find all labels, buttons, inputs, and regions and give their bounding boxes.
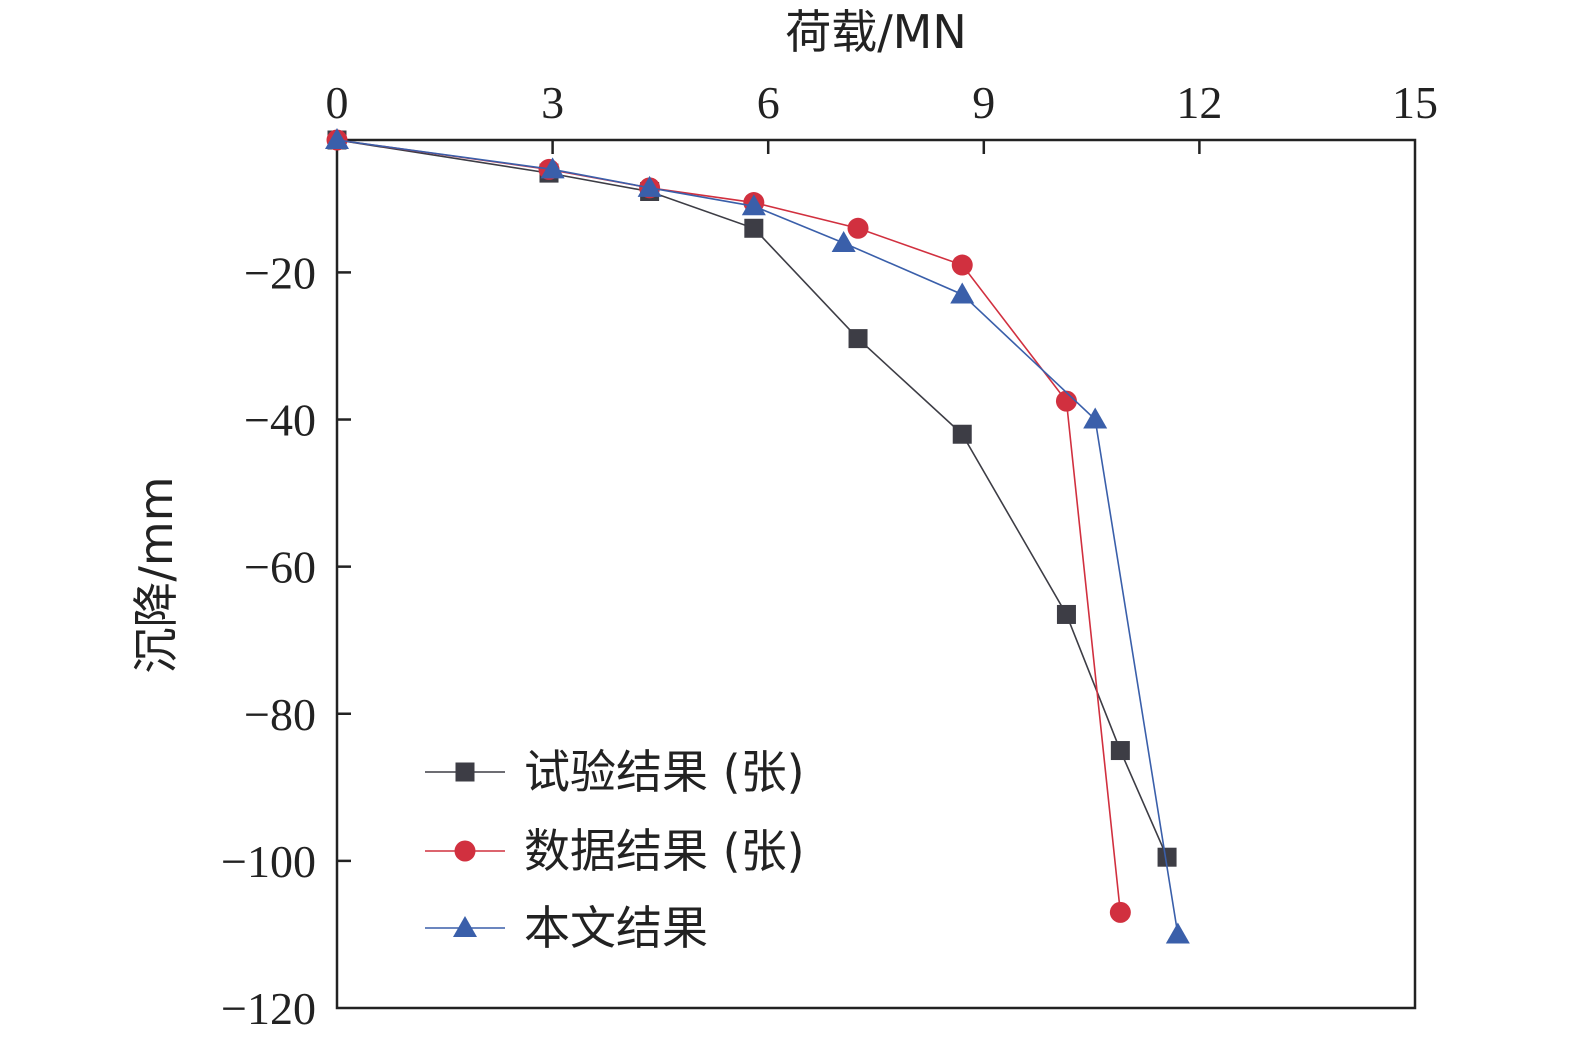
- series-layer: [325, 128, 1190, 944]
- x-tick-label: 12: [1176, 77, 1222, 128]
- plot-frame: [335, 138, 1417, 1010]
- legend-marker-square: [455, 762, 475, 782]
- x-tick-label: 3: [541, 77, 564, 128]
- y-axis-ticks: −20 −40 −60 −80 −100 −120: [221, 247, 351, 1034]
- y-tick-label: −100: [221, 836, 316, 887]
- y-tick-label: −40: [244, 395, 316, 446]
- legend: 试验结果 (张) 数据结果 (张) 本文结果: [425, 745, 805, 955]
- data-point-circle: [951, 254, 973, 276]
- data-point-triangle: [637, 175, 662, 197]
- legend-label: 数据结果 (张): [524, 824, 805, 878]
- legend-item: 试验结果 (张): [425, 745, 805, 799]
- data-point-triangle: [741, 194, 766, 216]
- y-tick-label: −20: [244, 247, 316, 298]
- data-point-square: [1157, 847, 1177, 867]
- x-axis-title: 荷载/MN: [785, 5, 967, 59]
- series-line: [336, 139, 1179, 935]
- data-point-triangle: [950, 282, 975, 304]
- data-point-triangle: [1165, 922, 1190, 944]
- y-axis-title: 沉降/mm: [129, 476, 183, 673]
- data-point-square: [848, 329, 868, 349]
- data-point-square: [1110, 741, 1130, 761]
- data-point-square: [744, 218, 764, 238]
- legend-label: 本文结果: [524, 901, 708, 955]
- x-tick-label: 9: [972, 77, 995, 128]
- data-point-square: [952, 424, 972, 444]
- legend-item: 本文结果: [425, 901, 708, 955]
- x-tick-label: 0: [326, 77, 349, 128]
- y-tick-label: −80: [244, 689, 316, 740]
- x-tick-label: 6: [757, 77, 780, 128]
- legend-marker-triangle: [453, 916, 477, 937]
- data-point-circle: [1055, 390, 1077, 412]
- x-axis-ticks: 0 3 6 9 12 15: [326, 77, 1438, 154]
- legend-item: 数据结果 (张): [425, 824, 805, 878]
- data-point-triangle: [540, 157, 565, 179]
- y-tick-label: −120: [221, 983, 316, 1034]
- data-point-circle: [1109, 901, 1131, 923]
- series-2: [326, 129, 1131, 923]
- data-point-square: [1056, 604, 1076, 624]
- data-point-triangle: [1083, 407, 1108, 429]
- x-tick-label: 15: [1392, 77, 1438, 128]
- y-tick-label: −60: [244, 542, 316, 593]
- legend-label: 试验结果 (张): [524, 745, 805, 799]
- data-point-circle: [847, 217, 869, 239]
- data-point-triangle: [831, 230, 856, 252]
- series-3: [325, 128, 1190, 944]
- data-point-triangle: [325, 128, 349, 149]
- legend-marker-circle: [454, 840, 476, 862]
